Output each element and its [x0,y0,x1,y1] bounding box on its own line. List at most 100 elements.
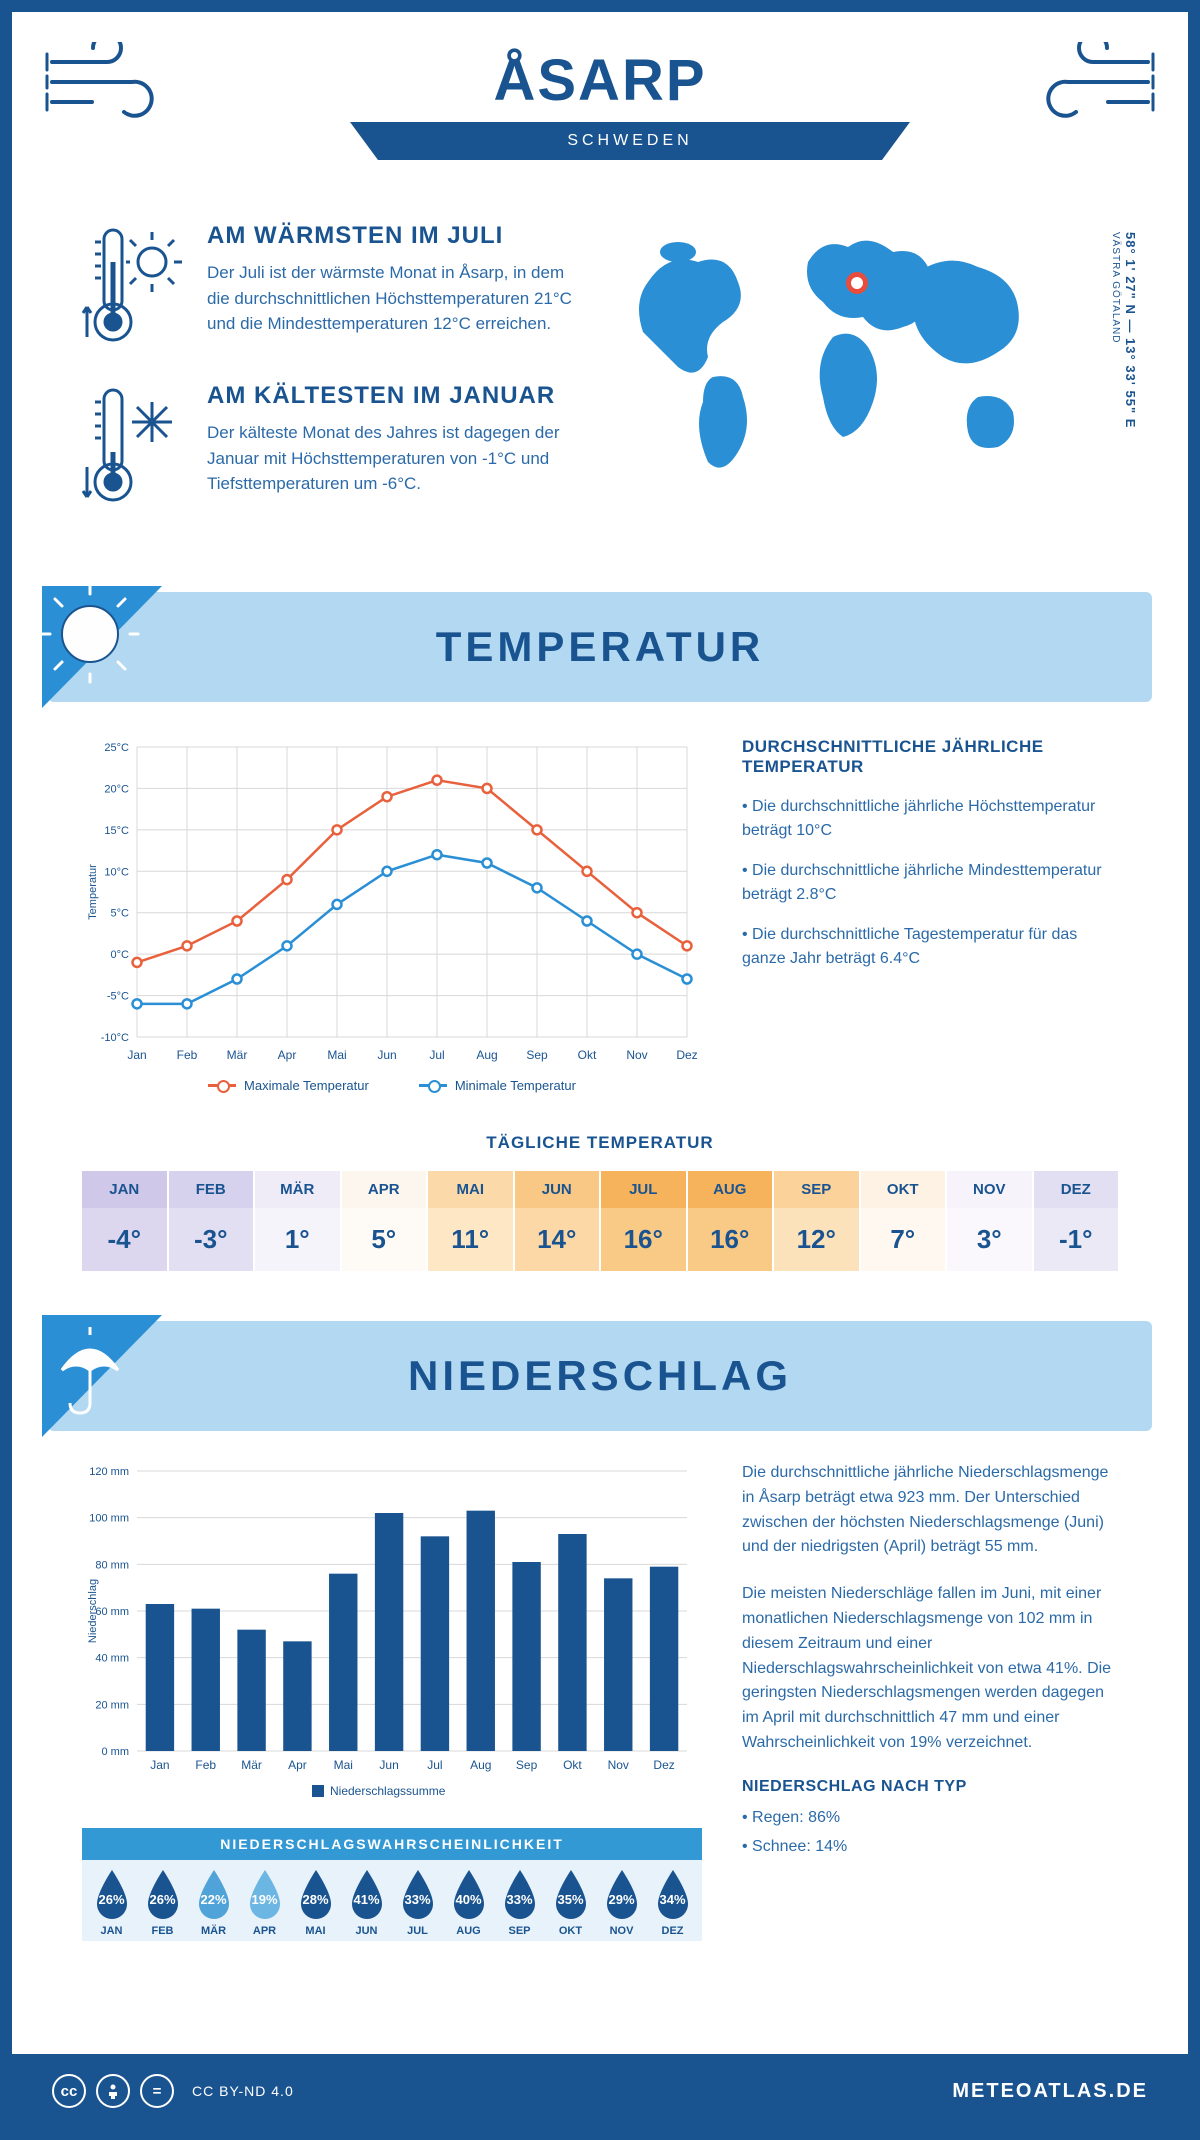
svg-text:Apr: Apr [278,1048,297,1062]
precipitation-title: NIEDERSCHLAG [408,1352,792,1400]
svg-text:80 mm: 80 mm [95,1559,129,1571]
precipitation-text: Die durchschnittliche jährliche Niedersc… [742,1461,1118,1941]
svg-text:100 mm: 100 mm [89,1513,129,1525]
warmest-block: AM WÄRMSTEN IM JULI Der Juli ist der wär… [82,222,578,352]
daily-temp-cell: MAI 11° [428,1171,515,1271]
cc-icons: cc = [52,2074,174,2108]
svg-text:Aug: Aug [470,1758,491,1772]
probability-cell: 40% AUG [443,1868,494,1937]
svg-text:Feb: Feb [195,1758,216,1772]
temperature-banner: TEMPERATUR [48,592,1152,702]
intro-section: AM WÄRMSTEN IM JULI Der Juli ist der wär… [12,192,1188,582]
map-marker-icon [846,272,868,294]
header: ÅSARP SCHWEDEN [12,12,1188,192]
daily-temp-cell: FEB -3° [169,1171,256,1271]
probability-cell: 41% JUN [341,1868,392,1937]
svg-text:Niederschlagssumme: Niederschlagssumme [330,1784,446,1798]
raindrop-icon: 29% [601,1868,643,1920]
legend-min: Minimale Temperatur [419,1078,576,1093]
coordinates: 58° 1' 27" N — 13° 33' 55" E VÄSTRA GÖTA… [1108,232,1138,428]
svg-text:Mär: Mär [241,1758,262,1772]
precip-type-item: • Regen: 86% [742,1806,1118,1831]
fact-item: • Die durchschnittliche jährliche Mindes… [742,859,1118,907]
precipitation-left: 0 mm20 mm40 mm60 mm80 mm100 mm120 mmJanF… [82,1461,702,1941]
probability-cell: 26% JAN [86,1868,137,1937]
sun-icon [42,586,162,708]
daily-temp-cell: AUG 16° [688,1171,775,1271]
precipitation-body: 0 mm20 mm40 mm60 mm80 mm100 mm120 mmJanF… [12,1441,1188,1941]
daily-temp-cell: MÄR 1° [255,1171,342,1271]
daily-temp-cell: SEP 12° [774,1171,861,1271]
svg-text:Mai: Mai [334,1758,353,1772]
raindrop-icon: 40% [448,1868,490,1920]
svg-text:60 mm: 60 mm [95,1606,129,1618]
svg-text:Sep: Sep [516,1758,538,1772]
daily-temp-cell: NOV 3° [947,1171,1034,1271]
raindrop-icon: 33% [397,1868,439,1920]
cc-by-icon [96,2074,130,2108]
warmest-heading: AM WÄRMSTEN IM JULI [207,222,578,250]
svg-text:Dez: Dez [653,1758,674,1772]
probability-cell: 35% OKT [545,1868,596,1937]
svg-text:Okt: Okt [578,1048,597,1062]
precip-type-item: • Schnee: 14% [742,1835,1118,1860]
daily-temp-cell: DEZ -1° [1034,1171,1119,1271]
city-title: ÅSARP [350,47,850,114]
raindrop-icon: 22% [193,1868,235,1920]
raindrop-icon: 26% [91,1868,133,1920]
legend-max: Maximale Temperatur [208,1078,369,1093]
svg-text:Jun: Jun [379,1758,398,1772]
license-label: CC BY-ND 4.0 [192,2083,294,2099]
country-ribbon: SCHWEDEN [350,122,910,160]
intro-left: AM WÄRMSTEN IM JULI Der Juli ist der wär… [82,222,578,542]
raindrop-icon: 28% [295,1868,337,1920]
daily-temp-cell: JUN 14° [515,1171,602,1271]
raindrop-icon: 19% [244,1868,286,1920]
umbrella-icon [42,1315,162,1437]
site-label: METEOATLAS.DE [952,2080,1148,2103]
svg-text:10°C: 10°C [104,866,129,878]
cc-icon: cc [52,2074,86,2108]
fact-item: • Die durchschnittliche Tagestemperatur … [742,923,1118,971]
raindrop-icon: 33% [499,1868,541,1920]
svg-text:Niederschlag: Niederschlag [87,1579,99,1643]
svg-text:20°C: 20°C [104,783,129,795]
svg-text:-10°C: -10°C [101,1032,129,1044]
svg-text:Nov: Nov [626,1048,647,1062]
svg-text:Mai: Mai [327,1048,346,1062]
svg-text:Aug: Aug [476,1048,497,1062]
probability-block: NIEDERSCHLAGSWAHRSCHEINLICHKEIT 26% JAN … [82,1828,702,1941]
svg-text:Nov: Nov [608,1758,629,1772]
svg-text:Sep: Sep [526,1048,548,1062]
fact-item: • Die durchschnittliche jährliche Höchst… [742,795,1118,843]
coldest-heading: AM KÄLTESTEN IM JANUAR [207,382,578,410]
daily-temp-cell: JAN -4° [82,1171,169,1271]
precip-type-heading: NIEDERSCHLAG NACH TYP [742,1778,1118,1796]
svg-text:0°C: 0°C [111,949,130,961]
svg-text:Temperatur: Temperatur [87,864,99,920]
daily-temp-cell: OKT 7° [861,1171,948,1271]
facts-heading: DURCHSCHNITTLICHE JÄHRLICHE TEMPERATUR [742,737,1118,777]
svg-text:Jan: Jan [127,1048,146,1062]
probability-row: 26% JAN 26% FEB 22% MÄR 19% APR 28% MAI [82,1860,702,1941]
coldest-block: AM KÄLTESTEN IM JANUAR Der kälteste Mona… [82,382,578,512]
svg-text:Okt: Okt [563,1758,582,1772]
daily-temp-table: JAN -4°FEB -3°MÄR 1°APR 5°MAI 11°JUN 14°… [82,1171,1118,1271]
warmest-body: Der Juli ist der wärmste Monat in Åsarp,… [207,260,578,337]
precip-para: Die durchschnittliche jährliche Niedersc… [742,1461,1118,1560]
daily-temp-heading: TÄGLICHE TEMPERATUR [12,1133,1188,1153]
thermometer-snowflake-icon [82,382,182,512]
svg-text:Jul: Jul [427,1758,442,1772]
svg-text:Feb: Feb [177,1048,198,1062]
coldest-text: AM KÄLTESTEN IM JANUAR Der kälteste Mona… [207,382,578,512]
temperature-facts: DURCHSCHNITTLICHE JÄHRLICHE TEMPERATUR •… [742,737,1118,1093]
temperature-chart: -10°C-5°C0°C5°C10°C15°C20°C25°CJanFebMär… [82,737,702,1093]
svg-text:-5°C: -5°C [107,991,129,1003]
raindrop-icon: 41% [346,1868,388,1920]
footer: cc = CC BY-ND 4.0 METEOATLAS.DE [12,2054,1188,2128]
raindrop-icon: 34% [652,1868,694,1920]
svg-text:Apr: Apr [288,1758,307,1772]
warmest-text: AM WÄRMSTEN IM JULI Der Juli ist der wär… [207,222,578,352]
temperature-legend: Maximale Temperatur Minimale Temperatur [82,1078,702,1093]
svg-text:5°C: 5°C [111,908,130,920]
